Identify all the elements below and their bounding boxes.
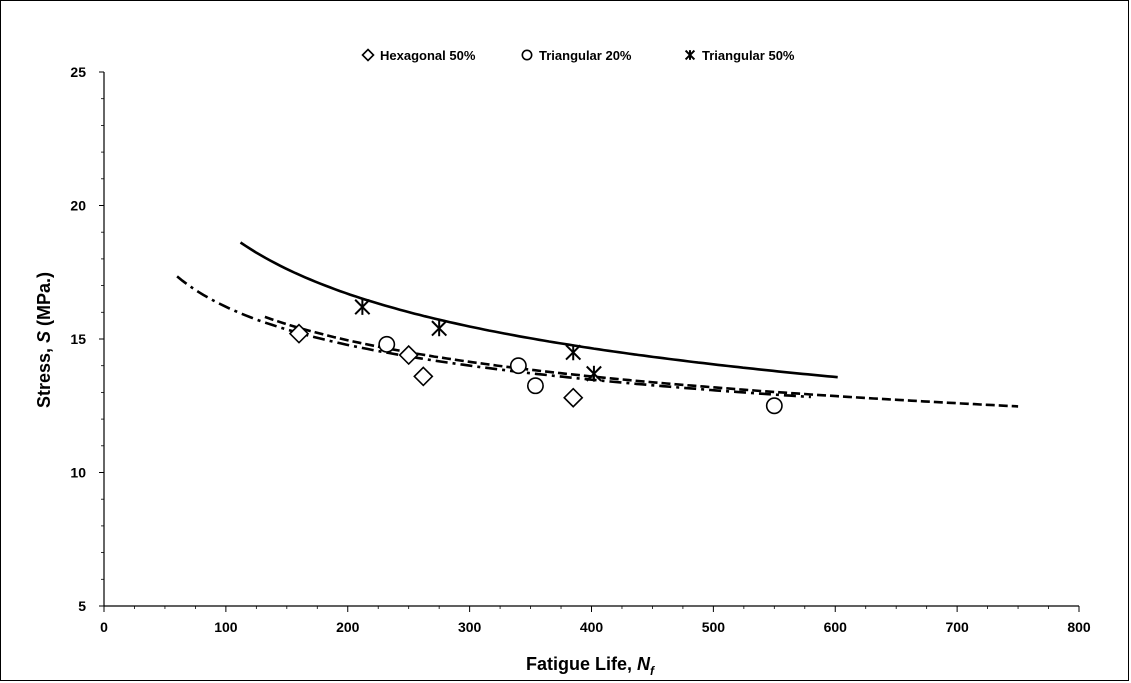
marker-asterisk — [431, 320, 448, 337]
legend-item: Hexagonal 50% — [361, 48, 476, 63]
x-tick-label: 400 — [580, 619, 604, 635]
y-tick-label: 15 — [70, 331, 86, 347]
x-tick-label: 500 — [702, 619, 726, 635]
x-tick-label: 0 — [100, 619, 108, 635]
y-tick-label: 5 — [78, 598, 86, 614]
circle-shape — [765, 397, 783, 415]
marker-circle — [526, 377, 544, 395]
x-tick-label: 200 — [336, 619, 360, 635]
fit-curve-dashed — [264, 315, 1019, 408]
circle-shape — [378, 335, 396, 353]
marker-circle — [378, 335, 396, 353]
marker-circle — [509, 357, 527, 375]
diamond-shape — [413, 366, 434, 387]
legend-item: Triangular 50% — [684, 48, 795, 63]
circle-shape — [521, 49, 533, 61]
x-tick-label: 300 — [458, 619, 482, 635]
x-tick-label: 700 — [945, 619, 969, 635]
legend: Hexagonal 50% Triangular 20% Triangular 50… — [361, 48, 795, 63]
marker-asterisk — [684, 49, 696, 61]
diamond-shape — [563, 387, 584, 408]
diamond-shape — [361, 48, 375, 62]
y-tick-label: 25 — [70, 64, 86, 80]
circle-shape — [526, 377, 544, 395]
marker-asterisk — [586, 365, 602, 382]
marker-circle — [521, 49, 533, 61]
marker-diamond — [563, 387, 584, 408]
circle-shape — [509, 357, 527, 375]
fit-curve-dash-dot — [176, 275, 811, 399]
marker-diamond — [398, 344, 419, 366]
legend-label: Triangular 20% — [539, 48, 632, 63]
legend-label: Hexagonal 50% — [380, 48, 476, 63]
x-tick-label: 100 — [214, 619, 238, 635]
fit-curves — [176, 241, 1019, 408]
marker-diamond — [361, 48, 375, 62]
y-tick-label: 20 — [70, 198, 86, 214]
marker-diamond — [288, 323, 310, 344]
x-tick-label: 800 — [1067, 619, 1091, 635]
diamond-shape — [288, 323, 310, 344]
fit-curve-solid — [239, 241, 838, 379]
marker-asterisk — [565, 344, 582, 361]
marker-circle — [765, 397, 783, 415]
y-axis-title: Stress, S (MPa.) — [34, 272, 54, 408]
legend-label: Triangular 50% — [702, 48, 795, 63]
x-tick-label: 600 — [824, 619, 848, 635]
legend-item: Triangular 20% — [521, 48, 632, 63]
y-tick-label: 10 — [70, 465, 86, 481]
data-markers — [288, 299, 783, 415]
marker-asterisk — [354, 299, 371, 315]
x-axis-title: Fatigue Life, Nf — [526, 654, 655, 678]
marker-diamond — [413, 366, 434, 387]
axes: 5 10 15 20 25 0 100 200 300 400 500 600 700 800 — [70, 64, 1090, 635]
diamond-shape — [398, 344, 419, 366]
